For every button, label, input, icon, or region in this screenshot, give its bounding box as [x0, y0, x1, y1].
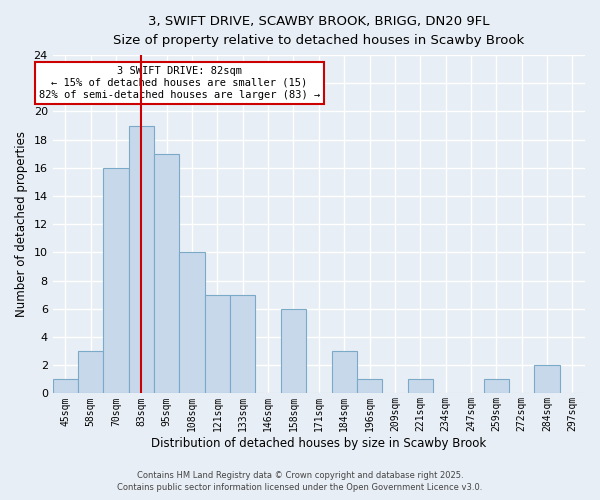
Bar: [332, 351, 357, 394]
Bar: [484, 380, 509, 394]
Bar: [103, 168, 129, 394]
Bar: [154, 154, 179, 394]
Text: Contains HM Land Registry data © Crown copyright and database right 2025.
Contai: Contains HM Land Registry data © Crown c…: [118, 471, 482, 492]
Bar: [357, 380, 382, 394]
Bar: [53, 380, 78, 394]
Y-axis label: Number of detached properties: Number of detached properties: [15, 132, 28, 318]
Bar: [535, 365, 560, 394]
Bar: [78, 351, 103, 394]
Bar: [281, 309, 306, 394]
Bar: [179, 252, 205, 394]
Bar: [230, 294, 256, 394]
Bar: [205, 294, 230, 394]
Bar: [129, 126, 154, 394]
Bar: [407, 380, 433, 394]
Title: 3, SWIFT DRIVE, SCAWBY BROOK, BRIGG, DN20 9FL
Size of property relative to detac: 3, SWIFT DRIVE, SCAWBY BROOK, BRIGG, DN2…: [113, 15, 524, 47]
X-axis label: Distribution of detached houses by size in Scawby Brook: Distribution of detached houses by size …: [151, 437, 487, 450]
Text: 3 SWIFT DRIVE: 82sqm
← 15% of detached houses are smaller (15)
82% of semi-detac: 3 SWIFT DRIVE: 82sqm ← 15% of detached h…: [39, 66, 320, 100]
